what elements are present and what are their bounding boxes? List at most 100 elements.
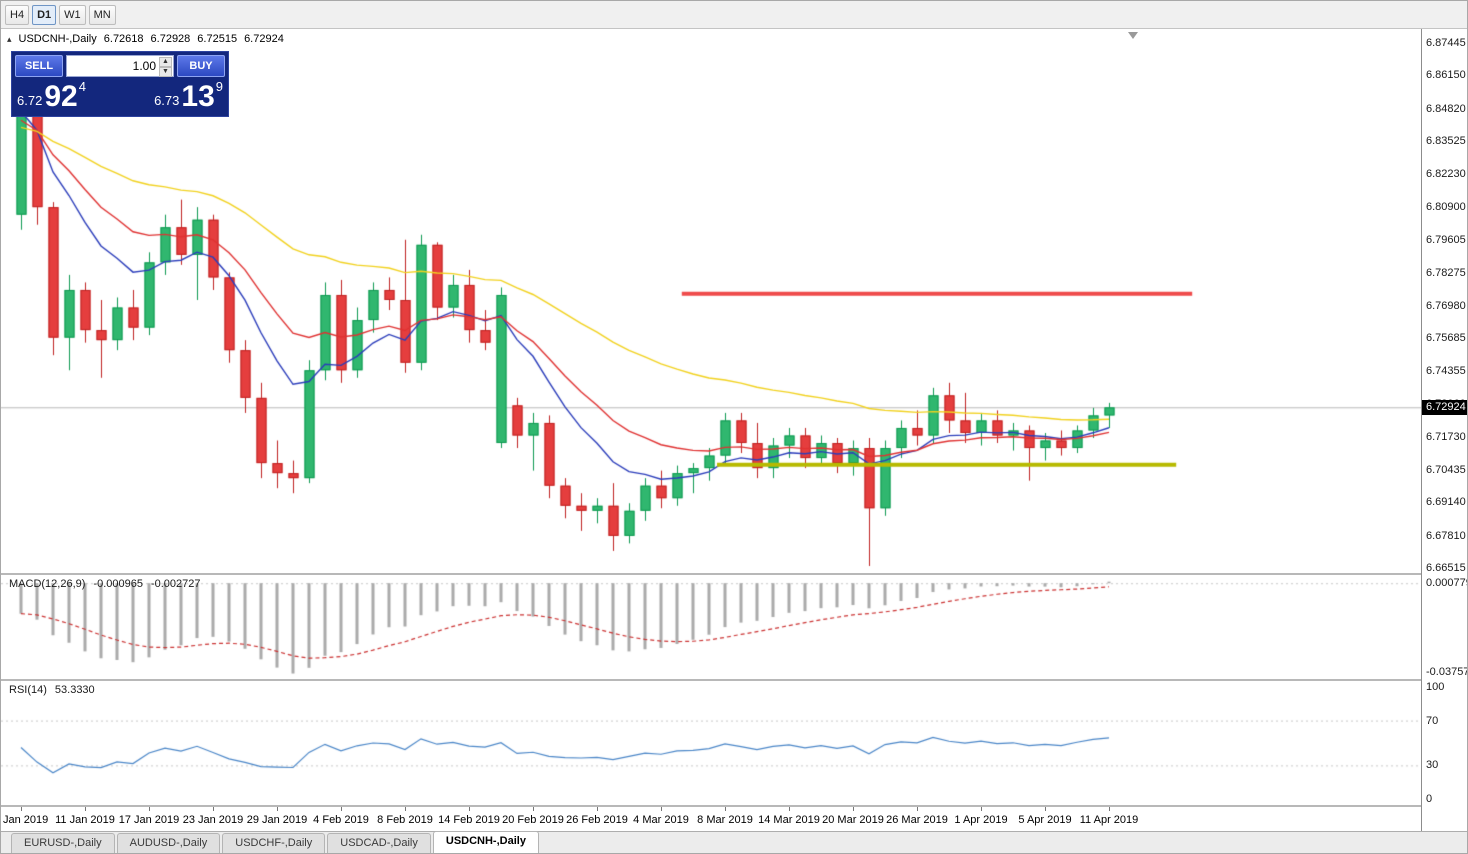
date-tick bbox=[853, 807, 854, 811]
price-axis-label: 6.76980 bbox=[1426, 299, 1466, 312]
axis-separator bbox=[1421, 29, 1422, 833]
date-tick bbox=[917, 807, 918, 811]
date-tick bbox=[1045, 807, 1046, 811]
buy-button[interactable]: BUY bbox=[177, 55, 225, 77]
date-axis-label: 14 Feb 2019 bbox=[438, 814, 500, 826]
chart-shift-marker[interactable] bbox=[1128, 32, 1138, 39]
date-tick bbox=[981, 807, 982, 811]
chart-tab-usdchf[interactable]: USDCHF-,Daily bbox=[222, 833, 326, 853]
ask-price-big: 13 bbox=[181, 80, 215, 113]
volume-decrease-button[interactable]: ▼ bbox=[159, 67, 172, 77]
date-tick bbox=[533, 807, 534, 811]
price-axis-label: 6.87445 bbox=[1426, 36, 1466, 49]
price-axis-label: 6.71730 bbox=[1426, 431, 1466, 444]
date-tick bbox=[661, 807, 662, 811]
bid-price: 6.72 92 4 bbox=[17, 79, 86, 113]
chart-plot-area bbox=[1, 29, 1421, 833]
price-axis-label: 6.74355 bbox=[1426, 365, 1466, 378]
date-tick bbox=[149, 807, 150, 811]
rsi-axis-label: 30 bbox=[1426, 759, 1439, 772]
date-axis-label: 11 Apr 2019 bbox=[1079, 814, 1139, 826]
timeframe-button-d1[interactable]: D1 bbox=[32, 4, 57, 25]
pane-splitter[interactable] bbox=[1, 573, 1467, 575]
volume-field: ▲ ▼ bbox=[66, 55, 174, 77]
pane-splitter[interactable] bbox=[1, 805, 1467, 807]
timeframe-button-mn[interactable]: MN bbox=[88, 4, 116, 25]
date-tick bbox=[405, 807, 406, 811]
date-tick bbox=[341, 807, 342, 811]
date-axis-label: 20 Feb 2019 bbox=[502, 814, 564, 826]
rsi-axis-label: 70 bbox=[1426, 714, 1439, 727]
date-axis-label: 26 Mar 2019 bbox=[886, 814, 948, 826]
date-axis-label: 20 Mar 2019 bbox=[822, 814, 884, 826]
current-price-badge: 6.72924 bbox=[1422, 400, 1467, 416]
volume-input[interactable] bbox=[67, 58, 173, 74]
macd-axis-label: 0.000779 bbox=[1426, 577, 1468, 589]
macd-value-signal: -0.002727 bbox=[150, 578, 201, 590]
price-axis[interactable]: 6.87445 6.86150 6.84820 6.83525 6.82230 6.809… bbox=[1422, 29, 1468, 833]
date-axis-label: 11 Jan 2019 bbox=[55, 814, 115, 826]
chart-tab-audusd[interactable]: AUDUSD-,Daily bbox=[116, 833, 221, 853]
ask-price-prefix: 6.73 bbox=[154, 93, 180, 108]
ohlc-close: 6.72924 bbox=[244, 33, 284, 45]
bid-price-big: 92 bbox=[44, 80, 78, 113]
timeframe-button-w1[interactable]: W1 bbox=[59, 4, 86, 25]
sell-button[interactable]: SELL bbox=[15, 55, 63, 77]
volume-increase-button[interactable]: ▲ bbox=[159, 57, 172, 67]
price-axis-label: 6.66515 bbox=[1426, 562, 1466, 575]
macd-title: MACD(12,26,9) bbox=[9, 578, 86, 590]
price-axis-label: 6.78275 bbox=[1426, 267, 1466, 280]
price-axis-label: 6.79605 bbox=[1426, 233, 1466, 246]
price-axis-label: 6.69140 bbox=[1426, 496, 1466, 509]
rsi-label: RSI(14) 53.3330 bbox=[9, 684, 95, 696]
rsi-value: 53.3330 bbox=[54, 684, 95, 696]
rsi-axis-label: 0 bbox=[1426, 793, 1433, 805]
price-axis-label: 6.86150 bbox=[1426, 69, 1466, 82]
date-tick bbox=[597, 807, 598, 811]
macd-value-main: -0.000965 bbox=[93, 578, 143, 590]
macd-axis-label: -0.037579 bbox=[1426, 666, 1467, 678]
chart-tab-usdcad[interactable]: USDCAD-,Daily bbox=[327, 833, 431, 853]
date-tick bbox=[213, 807, 214, 811]
bid-price-prefix: 6.72 bbox=[17, 93, 43, 108]
chart-tab-usdcnh[interactable]: USDCNH-,Daily bbox=[432, 831, 539, 853]
volume-spinner: ▲ ▼ bbox=[159, 57, 172, 77]
date-axis-label: 29 Jan 2019 bbox=[246, 814, 308, 826]
date-axis-label: 23 Jan 2019 bbox=[182, 814, 244, 826]
chart-window: ▴ USDCNH-,Daily 6.72618 6.72928 6.72515 … bbox=[1, 29, 1468, 833]
ohlc-low: 6.72515 bbox=[197, 33, 238, 45]
chart-symbol-label: USDCNH-,Daily bbox=[18, 33, 97, 45]
timeframe-toolbar: H4 D1 W1 MN bbox=[1, 1, 1467, 29]
bid-price-pipette: 4 bbox=[78, 79, 86, 94]
date-axis-label: 4 Feb 2019 bbox=[313, 814, 369, 826]
date-axis-label: 17 Jan 2019 bbox=[118, 814, 180, 826]
chart-tab-eurusd[interactable]: EURUSD-,Daily bbox=[11, 833, 115, 853]
pane-splitter[interactable] bbox=[1, 679, 1467, 681]
price-axis-label: 6.80900 bbox=[1426, 201, 1466, 214]
price-axis-label: 6.70435 bbox=[1426, 463, 1466, 476]
ohlc-high: 6.72928 bbox=[150, 33, 191, 45]
date-axis-label: 8 Mar 2019 bbox=[697, 814, 753, 826]
rsi-indicator-canvas[interactable] bbox=[1, 681, 1421, 805]
date-tick bbox=[21, 807, 22, 811]
macd-indicator-canvas[interactable] bbox=[1, 575, 1421, 679]
one-click-trading-panel: SELL ▲ ▼ BUY 6.72 92 4 6.73 bbox=[11, 51, 229, 117]
price-axis-label: 6.82230 bbox=[1426, 167, 1466, 180]
ask-price: 6.73 13 9 bbox=[154, 79, 223, 113]
chart-title: ▴ USDCNH-,Daily 6.72618 6.72928 6.72515 … bbox=[7, 33, 284, 45]
date-axis-label: 1 Apr 2019 bbox=[954, 814, 1008, 826]
price-axis-label: 6.75685 bbox=[1426, 332, 1466, 344]
timeframe-button-h4[interactable]: H4 bbox=[5, 4, 30, 25]
date-tick bbox=[85, 807, 86, 811]
price-axis-label: 6.84820 bbox=[1426, 102, 1466, 115]
date-tick bbox=[789, 807, 790, 811]
date-axis-label: 5 Apr 2019 bbox=[1018, 814, 1072, 826]
price-axis-label: 6.67810 bbox=[1426, 529, 1466, 542]
oneclick-toggle-icon[interactable]: ▴ bbox=[7, 33, 12, 44]
date-tick bbox=[1109, 807, 1110, 811]
date-tick bbox=[725, 807, 726, 811]
price-chart-canvas[interactable] bbox=[1, 29, 1421, 573]
ask-price-pipette: 9 bbox=[215, 79, 223, 94]
